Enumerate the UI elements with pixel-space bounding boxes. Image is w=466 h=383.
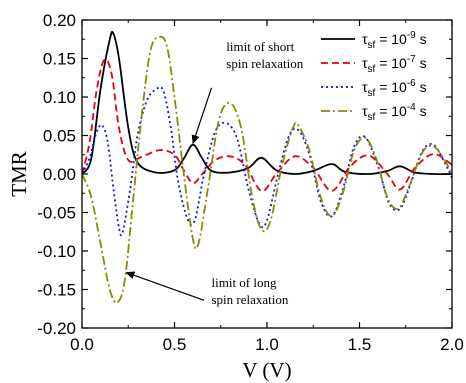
- x-tick-label: 0.5: [163, 335, 187, 354]
- y-tick-label: -0.05: [37, 204, 76, 223]
- annotations: limit of short spin relaxation limit of lo…: [125, 39, 304, 307]
- legend-label-0: τsf = 10-9 s: [362, 30, 427, 51]
- y-tick-label: -0.10: [37, 242, 76, 261]
- legend-label-1: τsf = 10-7 s: [362, 54, 427, 75]
- y-tick-label: 0.00: [43, 165, 76, 184]
- y-tick-label: 0.15: [43, 50, 76, 69]
- axis-ticks: 0.0 0.5 1.0 1.5 2.0 -0.20 -0.15 -0.10 -0.05 0.00 0…: [37, 11, 464, 354]
- annotation-text-1: limit of long spin relaxation: [212, 275, 289, 307]
- y-tick-label: 0.20: [43, 11, 76, 30]
- series-line-0: [82, 30, 452, 176]
- annotation-text-0: limit of short spin relaxation: [226, 39, 303, 71]
- x-tick-label: 2.0: [440, 335, 464, 354]
- x-tick-label: 0.0: [70, 335, 94, 354]
- annotation-arrow-1: [125, 271, 205, 301]
- legend-label-3: τsf = 10-4 s: [362, 102, 427, 123]
- series-group: [82, 30, 452, 304]
- series-line-3: [82, 35, 452, 304]
- y-tick-label: -0.20: [37, 319, 76, 338]
- x-tick-label: 1.5: [348, 335, 372, 354]
- x-axis-title: V (V): [242, 358, 291, 382]
- y-tick-label: 0.05: [43, 127, 76, 146]
- legend: τsf = 10-9 s τsf = 10-7 s τsf = 10-6 s τsf …: [321, 30, 427, 123]
- series-line-1: [82, 58, 452, 192]
- y-axis-title: TMR: [7, 151, 31, 197]
- y-tick-label: 0.10: [43, 88, 76, 107]
- x-tick-label: 1.0: [255, 335, 279, 354]
- y-tick-label: -0.15: [37, 281, 76, 300]
- annotation-arrow-0: [191, 87, 213, 145]
- legend-label-2: τsf = 10-6 s: [362, 78, 427, 99]
